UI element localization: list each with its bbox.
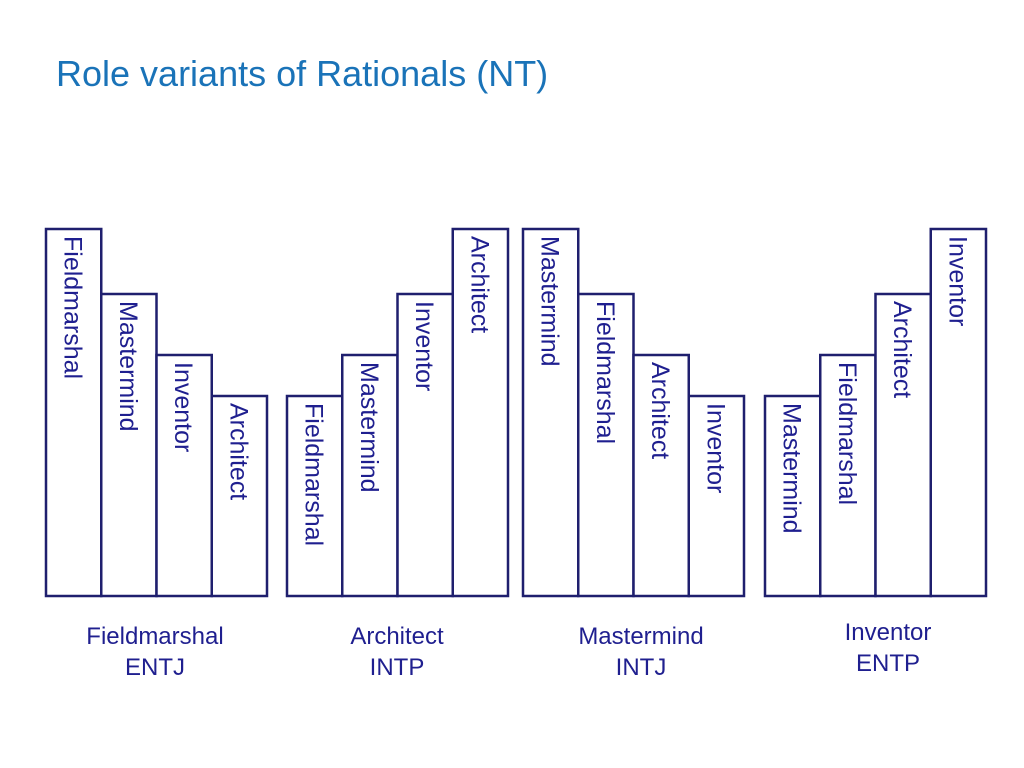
bar-group-inventor: Mastermind Fieldmarshal Architect Inventor (763, 227, 988, 598)
role-bar-label: Mastermind (778, 403, 806, 534)
role-bar-label: Fieldmarshal (833, 362, 861, 505)
caption-type: Inventor (844, 619, 932, 646)
role-bar-label: Inventor (943, 236, 971, 326)
group-caption-inventor: Inventor ENTP (778, 617, 998, 679)
bar-group-architect: Fieldmarshal Mastermind Inventor Architect (285, 227, 510, 598)
role-bar (929, 227, 988, 598)
bar-group-fieldmarshal: Fieldmarshal Mastermind Inventor Architect (44, 227, 269, 598)
role-bar-label: Fieldmarshal (591, 301, 619, 444)
role-bar (874, 292, 932, 598)
group-caption-architect: Architect INTP (287, 621, 507, 683)
role-bar (44, 227, 103, 598)
role-bar-label: Mastermind (355, 362, 383, 493)
role-bar-label: Inventor (410, 301, 438, 391)
caption-code: INTJ (615, 654, 667, 681)
role-bar (687, 394, 746, 598)
group-caption-mastermind: Mastermind INTJ (531, 621, 751, 683)
role-bar (632, 353, 690, 598)
bar-group-mastermind: Mastermind Fieldmarshal Architect Inventor (521, 227, 746, 598)
role-bar (210, 394, 269, 598)
role-bar-label: Mastermind (536, 236, 564, 367)
role-bar-label: Architect (224, 403, 252, 500)
role-bar (819, 353, 877, 598)
role-bar (155, 353, 213, 598)
role-bar-label: Mastermind (114, 301, 142, 432)
group-caption-fieldmarshal: Fieldmarshal ENTJ (45, 621, 265, 683)
role-bar-label: Architect (888, 301, 916, 398)
role-bar-label: Inventor (701, 403, 729, 493)
role-bar-label: Architect (465, 236, 493, 333)
role-bar (285, 394, 344, 598)
role-bar (763, 394, 822, 598)
role-bar-label: Fieldmarshal (59, 236, 87, 379)
role-bar-label: Inventor (169, 362, 197, 452)
role-bar (451, 227, 510, 598)
page-title: Role variants of Rationals (NT) (56, 53, 549, 94)
role-bar (521, 227, 580, 598)
caption-code: ENTJ (125, 654, 185, 681)
role-bar (341, 353, 399, 598)
caption-type: Fieldmarshal (86, 623, 224, 650)
role-bar-label: Fieldmarshal (300, 403, 328, 546)
role-bar-label: Architect (646, 362, 674, 459)
caption-code: INTP (369, 654, 425, 681)
caption-type: Architect (350, 623, 444, 650)
caption-code: ENTP (855, 650, 920, 677)
caption-type: Mastermind (578, 623, 704, 650)
